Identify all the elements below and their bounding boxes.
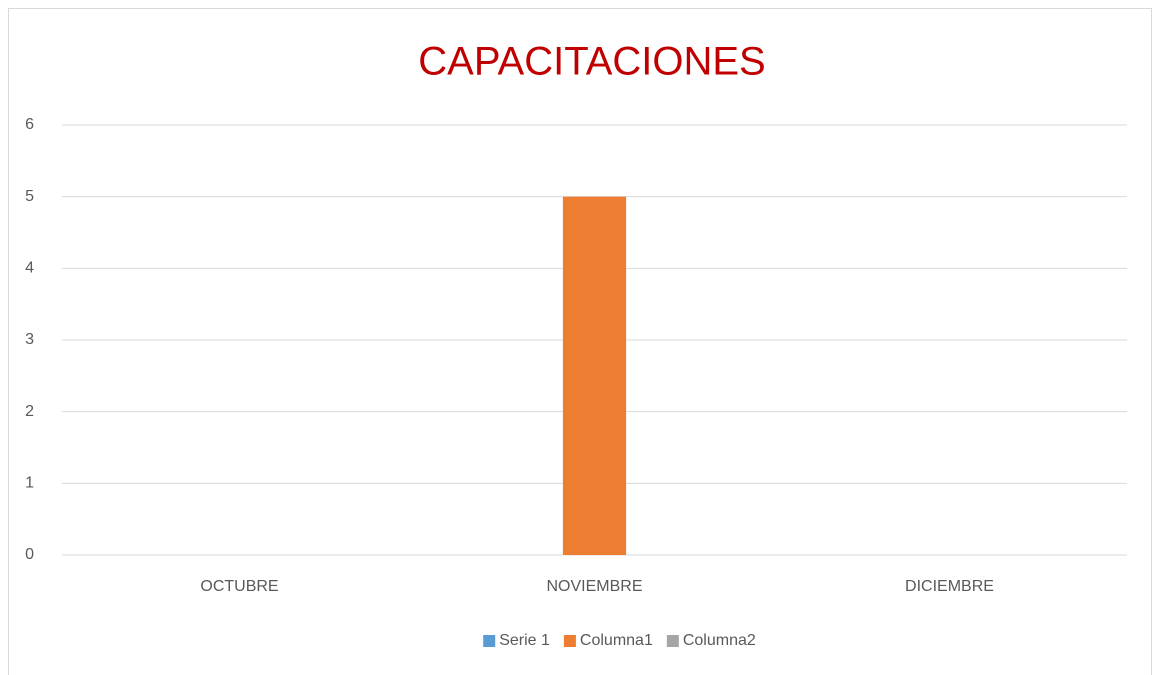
legend-swatch	[563, 635, 576, 647]
legend-label: Serie 1	[499, 632, 550, 649]
y-tick-label: 3	[25, 331, 34, 348]
y-tick-label: 0	[25, 546, 34, 563]
y-tick-label: 6	[25, 116, 34, 133]
x-tick-label: OCTUBRE	[200, 578, 278, 595]
legend-swatch	[483, 635, 496, 647]
legend-swatch	[666, 635, 679, 647]
x-tick-label: NOVIEMBRE	[546, 578, 642, 595]
bar	[562, 196, 627, 555]
x-tick-label: DICIEMBRE	[905, 578, 994, 595]
y-tick-label: 1	[25, 475, 34, 492]
y-tick-label: 5	[25, 188, 34, 205]
y-tick-label: 4	[25, 260, 34, 277]
chart-title: CAPACITACIONES	[418, 40, 765, 84]
legend-label: Columna2	[683, 632, 756, 649]
y-tick-label: 2	[25, 403, 34, 420]
legend-label: Columna1	[580, 632, 653, 649]
